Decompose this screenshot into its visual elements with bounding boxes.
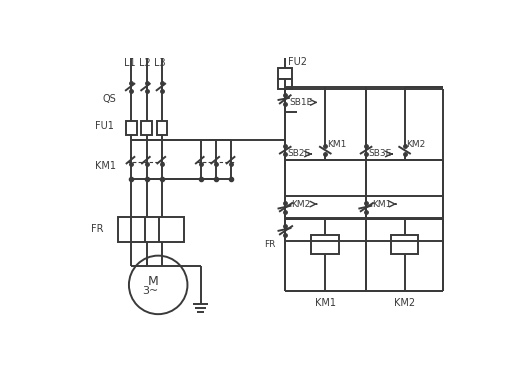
Text: L3: L3 bbox=[154, 58, 166, 68]
Text: KM1: KM1 bbox=[314, 298, 335, 308]
Bar bbox=[278, 79, 292, 89]
Bar bbox=[118, 217, 184, 242]
Text: 3~: 3~ bbox=[142, 286, 158, 296]
Text: SB2E: SB2E bbox=[287, 149, 311, 159]
Text: KM2: KM2 bbox=[292, 199, 311, 209]
Text: SB1E: SB1E bbox=[289, 98, 312, 107]
Text: FR: FR bbox=[91, 224, 104, 234]
Bar bbox=[141, 121, 152, 135]
Circle shape bbox=[129, 256, 187, 314]
Text: SB3E: SB3E bbox=[368, 149, 392, 159]
Text: L2: L2 bbox=[139, 58, 151, 68]
Bar bbox=[312, 235, 339, 254]
Text: QS: QS bbox=[103, 94, 117, 104]
Text: L1: L1 bbox=[123, 58, 135, 68]
Text: KM2: KM2 bbox=[406, 140, 425, 149]
Text: KM1: KM1 bbox=[372, 199, 392, 209]
Text: FR: FR bbox=[264, 240, 275, 249]
Bar bbox=[391, 235, 418, 254]
Text: FU1: FU1 bbox=[95, 121, 114, 131]
Text: FU2: FU2 bbox=[288, 57, 308, 67]
Bar bbox=[157, 121, 167, 135]
Text: KM2: KM2 bbox=[394, 298, 415, 308]
Text: M: M bbox=[148, 275, 158, 288]
Text: KM1: KM1 bbox=[95, 161, 116, 171]
Bar bbox=[126, 121, 137, 135]
Text: KM1: KM1 bbox=[327, 140, 346, 149]
Bar bbox=[278, 68, 292, 79]
